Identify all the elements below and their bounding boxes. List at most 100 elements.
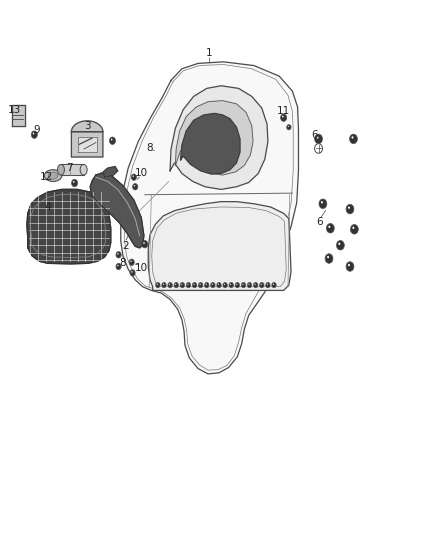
Circle shape	[181, 284, 182, 285]
Circle shape	[198, 282, 203, 288]
Circle shape	[116, 263, 121, 270]
Circle shape	[168, 282, 172, 288]
Circle shape	[218, 284, 219, 285]
Polygon shape	[148, 201, 291, 290]
Circle shape	[230, 284, 231, 285]
Circle shape	[328, 225, 330, 228]
Ellipse shape	[44, 169, 62, 181]
Circle shape	[73, 181, 74, 183]
Circle shape	[163, 284, 164, 285]
Circle shape	[266, 282, 270, 288]
Text: 8: 8	[147, 143, 153, 154]
Circle shape	[282, 116, 284, 117]
Text: 9: 9	[33, 125, 40, 135]
Circle shape	[223, 282, 227, 288]
Circle shape	[187, 284, 188, 285]
Circle shape	[211, 282, 215, 288]
Text: 1: 1	[206, 48, 213, 58]
Text: 4: 4	[45, 202, 51, 212]
Circle shape	[247, 282, 252, 288]
Polygon shape	[170, 86, 268, 189]
Text: 8: 8	[119, 259, 125, 268]
Circle shape	[131, 174, 137, 180]
Circle shape	[314, 134, 322, 144]
Polygon shape	[121, 62, 298, 374]
Circle shape	[325, 254, 333, 263]
Circle shape	[129, 259, 134, 265]
Circle shape	[224, 284, 225, 285]
Circle shape	[352, 136, 353, 139]
Circle shape	[273, 284, 274, 285]
Circle shape	[155, 282, 160, 288]
Circle shape	[288, 126, 289, 127]
Circle shape	[317, 136, 318, 139]
Circle shape	[134, 185, 135, 187]
Circle shape	[353, 227, 354, 229]
Text: 3: 3	[84, 121, 91, 131]
Circle shape	[248, 284, 250, 285]
Circle shape	[339, 243, 340, 245]
Circle shape	[133, 183, 138, 190]
Circle shape	[131, 261, 132, 262]
Circle shape	[314, 144, 322, 154]
Circle shape	[192, 282, 197, 288]
Text: 11: 11	[277, 106, 290, 116]
Polygon shape	[61, 165, 84, 175]
Ellipse shape	[57, 165, 64, 175]
Circle shape	[175, 284, 176, 285]
Circle shape	[348, 206, 350, 209]
Circle shape	[242, 284, 244, 285]
Circle shape	[267, 284, 268, 285]
Circle shape	[348, 264, 350, 266]
Circle shape	[180, 282, 184, 288]
Circle shape	[33, 133, 34, 134]
Circle shape	[200, 284, 201, 285]
Text: 10: 10	[135, 263, 148, 272]
Text: 6: 6	[316, 217, 323, 228]
Circle shape	[133, 175, 134, 177]
Circle shape	[162, 282, 166, 288]
Circle shape	[117, 265, 119, 266]
Circle shape	[319, 199, 327, 208]
Polygon shape	[103, 166, 118, 177]
Circle shape	[130, 270, 135, 276]
Circle shape	[169, 284, 170, 285]
Text: 10: 10	[135, 168, 148, 178]
Circle shape	[174, 282, 178, 288]
Circle shape	[110, 137, 116, 144]
Polygon shape	[180, 114, 240, 174]
Circle shape	[116, 252, 121, 258]
Circle shape	[350, 224, 358, 234]
Circle shape	[131, 271, 133, 273]
Circle shape	[157, 284, 158, 285]
Circle shape	[206, 284, 207, 285]
Text: 12: 12	[40, 172, 53, 182]
Text: 7: 7	[67, 163, 73, 173]
Polygon shape	[27, 189, 111, 264]
Text: 13: 13	[8, 104, 21, 115]
Text: 6: 6	[311, 130, 318, 140]
Circle shape	[71, 179, 78, 187]
Circle shape	[205, 282, 209, 288]
Circle shape	[212, 284, 213, 285]
Ellipse shape	[80, 165, 87, 175]
Ellipse shape	[48, 172, 58, 179]
Circle shape	[241, 282, 246, 288]
Circle shape	[229, 282, 233, 288]
Circle shape	[346, 262, 354, 271]
Text: 2: 2	[122, 241, 128, 251]
Circle shape	[261, 284, 262, 285]
Circle shape	[272, 282, 276, 288]
Circle shape	[31, 131, 37, 139]
Circle shape	[254, 282, 258, 288]
Circle shape	[327, 256, 329, 259]
Polygon shape	[78, 137, 96, 151]
Circle shape	[350, 134, 357, 144]
Circle shape	[111, 139, 113, 141]
Circle shape	[321, 201, 323, 204]
Circle shape	[346, 204, 354, 214]
Circle shape	[235, 282, 240, 288]
Circle shape	[281, 114, 287, 122]
Circle shape	[236, 284, 237, 285]
Circle shape	[217, 282, 221, 288]
